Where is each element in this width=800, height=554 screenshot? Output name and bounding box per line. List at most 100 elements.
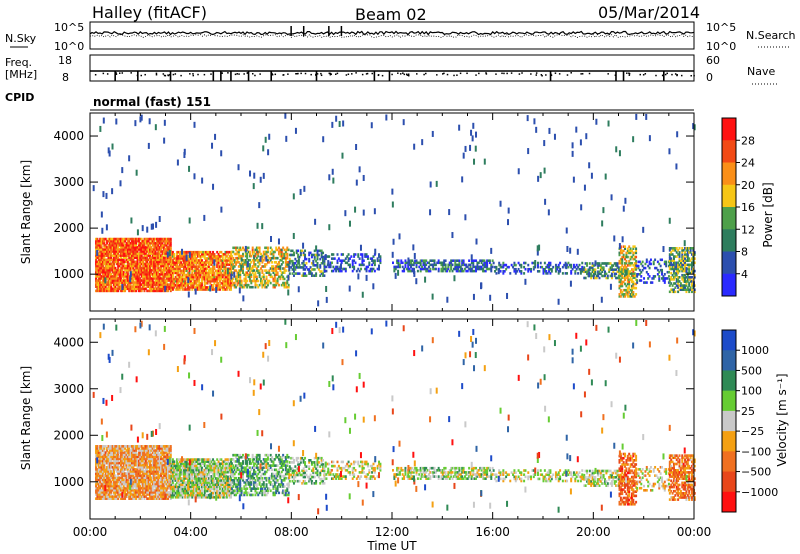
- power-cell: [670, 271, 673, 275]
- power-cell: [269, 275, 272, 279]
- power-cell: [118, 287, 121, 291]
- power-cell: [144, 256, 147, 260]
- power-cell: [151, 273, 154, 276]
- power-cell: [288, 265, 291, 272]
- power-cell: [286, 275, 289, 279]
- nave-point: [416, 73, 418, 75]
- power-cell: [146, 254, 149, 257]
- nave-point: [345, 74, 348, 76]
- power-cell: [150, 277, 153, 280]
- power-cell: [155, 270, 158, 274]
- velocity-cell: [129, 457, 132, 461]
- power-cell: [140, 273, 143, 276]
- power-cell: [629, 251, 632, 255]
- power-cell: [484, 261, 487, 265]
- power-cell: [195, 275, 198, 279]
- power-cell: [216, 271, 219, 275]
- velocity-cell: [117, 476, 120, 480]
- power-cell: [287, 285, 290, 289]
- power-cell: [280, 283, 283, 287]
- power-cell: [621, 274, 624, 277]
- power-cell: [670, 267, 673, 271]
- power-cell: [423, 261, 426, 265]
- power-cell: [143, 266, 146, 270]
- power-ylabel: Slant Range [km]: [19, 160, 33, 264]
- velocity-cell: [129, 476, 132, 480]
- velocity-cell: [103, 474, 106, 477]
- power-cell: [111, 270, 114, 274]
- power-cell: [191, 267, 194, 271]
- velocity-cell: [114, 489, 117, 492]
- power-cell: [139, 270, 142, 274]
- power-cell: [100, 254, 103, 257]
- power-cell: [96, 246, 99, 249]
- power-cell: [678, 263, 681, 267]
- velocity-cell: [131, 486, 134, 490]
- power-cell: [182, 277, 185, 281]
- power-cell: [136, 283, 139, 286]
- power-cell: [135, 277, 138, 280]
- power-cell: [497, 268, 500, 275]
- power-cell: [283, 269, 286, 272]
- power-cell: [421, 259, 424, 262]
- power-cell: [182, 281, 185, 285]
- velocity-cell: [117, 474, 120, 477]
- power-cell: [536, 270, 539, 273]
- power-cell: [135, 279, 138, 282]
- power-cell: [96, 260, 99, 264]
- power-cell: [121, 266, 124, 270]
- power-cell: [180, 284, 183, 287]
- power-cell: [621, 236, 624, 243]
- power-cell: [340, 261, 343, 265]
- power-cell: [633, 276, 636, 280]
- power-cell: [618, 268, 621, 271]
- velocity-cell: [104, 465, 107, 469]
- power-cell: [216, 259, 219, 262]
- power-cell: [195, 252, 198, 256]
- power-cell: [400, 259, 403, 262]
- velocity-cell: [126, 468, 129, 471]
- power-cell: [490, 269, 493, 273]
- power-cell: [140, 237, 143, 241]
- power-cell: [342, 253, 345, 256]
- power-cell: [557, 263, 560, 267]
- velocity-cell: [129, 461, 132, 465]
- power-cell: [125, 266, 128, 270]
- power-cell: [195, 261, 198, 264]
- power-cell: [559, 267, 562, 271]
- nave-point: [118, 72, 121, 74]
- velocity-cell: [103, 470, 106, 473]
- power-cell: [155, 277, 158, 280]
- velocity-cell: [125, 486, 128, 490]
- power-cell: [361, 291, 364, 298]
- power-cell: [100, 289, 103, 293]
- power-cell: [590, 276, 593, 280]
- power-cell: [157, 275, 160, 278]
- power-cell: [693, 253, 696, 256]
- power-cell: [351, 261, 354, 265]
- velocity-cell: [99, 453, 102, 457]
- velocity-cell: [103, 457, 106, 461]
- power-cell: [167, 264, 169, 268]
- power-cell: [586, 262, 589, 265]
- power-cell: [224, 267, 227, 271]
- velocity-cell: [103, 495, 106, 498]
- power-cell: [160, 262, 163, 266]
- power-cell: [99, 281, 102, 284]
- power-cell: [686, 286, 689, 289]
- power-cell: [433, 261, 436, 265]
- velocity-cell: [100, 497, 103, 500]
- power-cell: [111, 244, 114, 247]
- velocity-cell: [106, 449, 109, 452]
- power-cell: [125, 250, 128, 253]
- power-cell: [181, 273, 184, 277]
- velocity-cell: [97, 449, 100, 452]
- velocity-cell: [107, 484, 110, 488]
- power-cell: [151, 266, 154, 270]
- power-cell: [661, 268, 664, 272]
- power-cell: [686, 271, 689, 275]
- power-cell: [648, 262, 651, 266]
- velocity-cell: [103, 455, 106, 459]
- velocity-cell: [121, 474, 124, 477]
- power-cell: [184, 269, 187, 273]
